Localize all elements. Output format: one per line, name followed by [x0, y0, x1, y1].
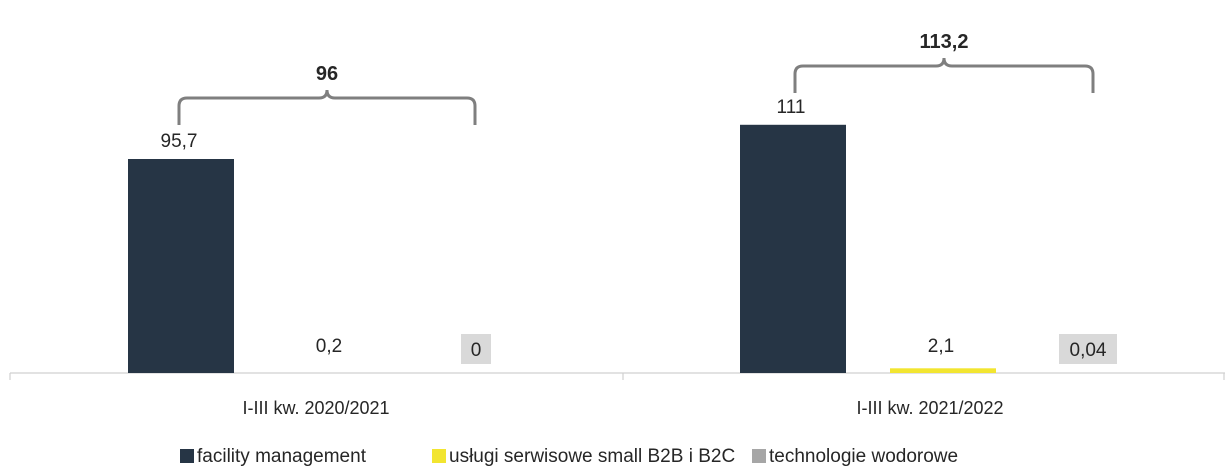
legend-swatch	[180, 449, 194, 463]
data-label: 0,2	[316, 336, 342, 357]
bar	[890, 368, 996, 373]
data-label: 2,1	[928, 336, 954, 357]
data-label: 0	[471, 340, 482, 361]
bar	[128, 159, 234, 373]
group-total-label: 113,2	[920, 31, 969, 53]
data-label: 95,7	[161, 131, 198, 152]
legend-swatch	[752, 449, 766, 463]
data-label: 111	[777, 97, 806, 118]
legend-label: usługi serwisowe small B2B i B2C	[449, 446, 735, 467]
x-tick-label: I-III kw. 2021/2022	[856, 398, 1003, 418]
data-label: 0,04	[1070, 340, 1107, 361]
bar	[740, 124, 846, 373]
legend-label: technologie wodorowe	[769, 446, 958, 467]
x-tick-label: I-III kw. 2020/2021	[242, 398, 389, 418]
group-total-bracket	[177, 89, 477, 125]
legend-swatch	[432, 449, 446, 463]
data-label-box	[461, 334, 491, 364]
data-label-box	[1059, 334, 1117, 364]
group-total-bracket	[793, 57, 1095, 93]
legend-label: facility management	[197, 446, 367, 467]
clipped-title-fragment	[215, 0, 335, 2]
group-total-label: 96	[316, 63, 338, 85]
